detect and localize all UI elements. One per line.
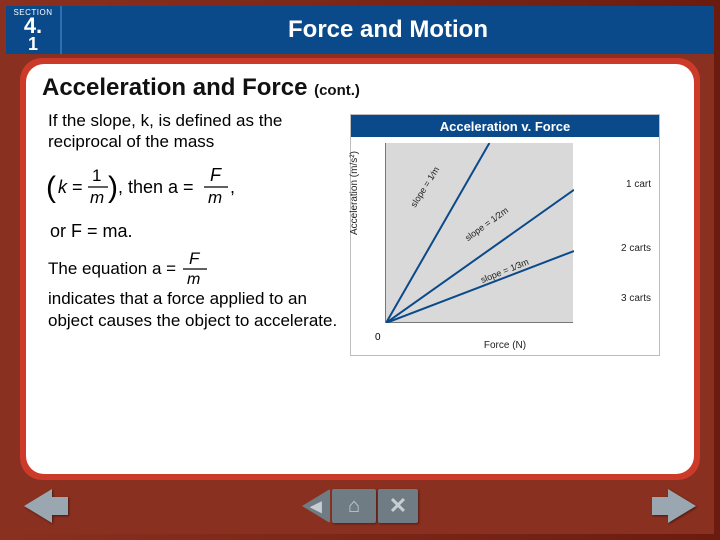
svg-text:(: (	[46, 171, 56, 204]
chart-legend-item: 1 cart	[626, 179, 651, 190]
paragraph-2: The equation a = F m indicates that a fo…	[48, 252, 340, 331]
paragraph-1: If the slope, k, is defined as the recip…	[48, 110, 340, 153]
content-row: If the slope, k, is defined as the recip…	[40, 110, 680, 356]
svg-text:1: 1	[92, 166, 101, 185]
subheading-cont: (cont.)	[314, 82, 360, 99]
content-panel-outer: Acceleration and Force (cont.) If the sl…	[20, 58, 700, 480]
equation-1: ( k = 1 m ) , then a = F m	[46, 163, 340, 243]
svg-text:F: F	[210, 165, 222, 185]
page-title: Force and Motion	[60, 6, 714, 54]
slide-frame-inner: SECTION 4. 1 Force and Motion Accelerati…	[6, 6, 714, 534]
para2-a: The equation a =	[48, 259, 176, 278]
svg-text:F: F	[189, 252, 201, 268]
nav-bar: ◂ ⌂ ✕	[6, 484, 714, 528]
svg-text:k: k	[58, 177, 68, 197]
nav-close-button[interactable]: ✕	[378, 489, 418, 523]
back-icon: ◂	[310, 493, 321, 519]
header: SECTION 4. 1 Force and Motion	[6, 6, 714, 54]
para2-b: indicates that a force applied to an obj…	[48, 288, 340, 331]
svg-text:=: =	[72, 177, 83, 197]
svg-text:, then a =: , then a =	[118, 177, 194, 197]
text-column: If the slope, k, is defined as the recip…	[40, 110, 340, 356]
subheading: Acceleration and Force (cont.)	[42, 74, 680, 102]
nav-back-button[interactable]: ◂	[302, 489, 330, 523]
subheading-main: Acceleration and Force	[42, 74, 314, 101]
content-panel: Acceleration and Force (cont.) If the sl…	[26, 64, 694, 474]
chart-column: Acceleration v. Force Acceleration (m/s²…	[350, 110, 680, 356]
svg-text:): )	[108, 171, 118, 204]
chart-xlabel: Force (N)	[351, 340, 659, 351]
svg-text:,: ,	[230, 177, 235, 197]
equation-2-svg: F m	[181, 252, 211, 286]
home-icon: ⌂	[348, 495, 360, 518]
chart-legend-item: 3 carts	[621, 293, 651, 304]
equation-1-svg: ( k = 1 m ) , then a = F m	[46, 163, 336, 211]
svg-text:m: m	[208, 188, 222, 207]
nav-center: ◂ ⌂ ✕	[302, 489, 418, 523]
nav-home-button[interactable]: ⌂	[332, 489, 376, 523]
chart-title: Acceleration v. Force	[351, 115, 659, 137]
next-button[interactable]	[650, 489, 696, 523]
chart-frame: Acceleration v. Force Acceleration (m/s²…	[350, 114, 660, 356]
slide-frame: SECTION 4. 1 Force and Motion Accelerati…	[0, 0, 720, 540]
chart-legend-item: 2 carts	[621, 243, 651, 254]
svg-text:m: m	[90, 188, 104, 207]
close-icon: ✕	[389, 493, 407, 519]
svg-text:m: m	[187, 271, 200, 286]
section-tab: SECTION 4. 1	[6, 6, 60, 54]
chart-ylabel: Acceleration (m/s²)	[349, 151, 360, 235]
equation-or: or F = ma.	[50, 220, 340, 243]
section-subnumber: 1	[28, 35, 38, 53]
prev-button[interactable]	[24, 489, 70, 523]
